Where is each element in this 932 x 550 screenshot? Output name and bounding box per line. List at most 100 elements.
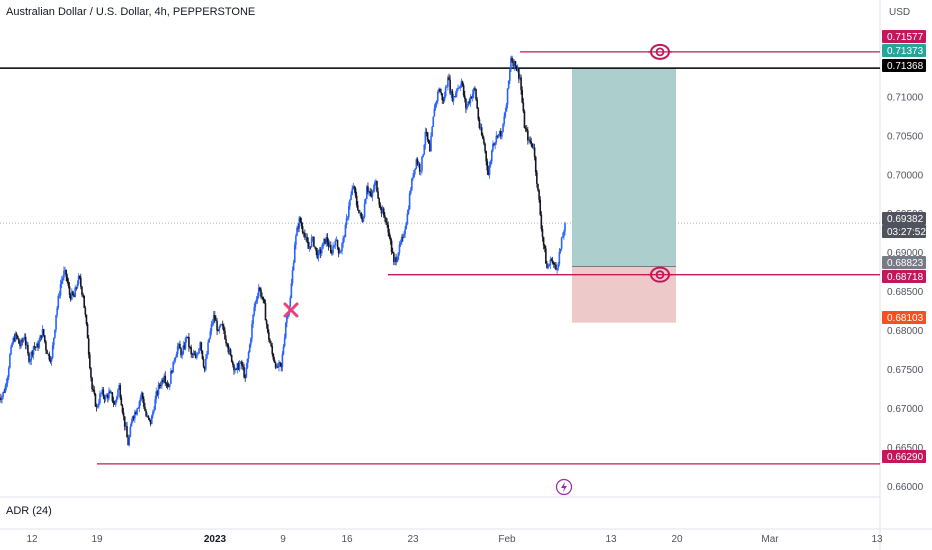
candle-down (45, 340, 47, 354)
candle-down (536, 170, 538, 188)
candle-body (407, 209, 410, 214)
candle-body (85, 314, 88, 324)
candle-body (34, 347, 37, 348)
lightning-icon[interactable] (555, 478, 573, 496)
candle-body (520, 77, 522, 91)
candle-up (99, 390, 101, 405)
cross-marker-icon[interactable] (283, 302, 299, 318)
candle-up (10, 344, 12, 356)
candle-up (363, 199, 366, 219)
price-tag[interactable]: 03:27:52 (882, 225, 926, 238)
candle-body (527, 130, 529, 141)
candle-down (550, 257, 553, 262)
candle-body (232, 361, 234, 365)
candle-down (380, 206, 383, 218)
candle-up (364, 198, 367, 205)
candle-body (418, 163, 421, 172)
candle-up (125, 422, 127, 431)
candle-up (39, 334, 42, 342)
candle-up (195, 352, 198, 360)
candle-up (278, 360, 280, 372)
candle-down (500, 128, 502, 140)
candle-body (250, 338, 252, 345)
candle-up (38, 337, 40, 349)
price-tag[interactable]: 0.68823 (882, 256, 926, 269)
candle-body (304, 233, 306, 238)
price-tag[interactable]: 0.68103 (882, 311, 926, 324)
horizontal-levels[interactable] (0, 51, 880, 465)
price-tag[interactable]: 0.71373 (882, 44, 926, 57)
candle-body (48, 353, 51, 360)
alert-icon[interactable] (648, 266, 672, 283)
candle-up (150, 414, 153, 425)
candle-body (515, 65, 518, 71)
candle-body (466, 105, 468, 109)
y-tick-label: 0.69000 (887, 248, 924, 259)
candle-down (463, 90, 466, 103)
candle-body (387, 224, 390, 233)
candle-up (60, 276, 63, 289)
candle-body (68, 286, 71, 295)
price-axis[interactable]: USD0.710000.705000.700000.695000.690000.… (882, 7, 926, 493)
candle-body (370, 193, 373, 197)
candle-body (522, 102, 525, 112)
y-tick-label: 0.67500 (887, 365, 924, 376)
candle-up (284, 321, 287, 340)
candle-body (20, 339, 22, 347)
candle-body (433, 108, 436, 117)
candle-body (372, 189, 375, 192)
candle-up (414, 168, 417, 175)
profit-zone[interactable] (572, 67, 676, 267)
candle-body (427, 139, 430, 144)
candle-body (443, 96, 446, 101)
candle-body (199, 342, 201, 349)
time-axis[interactable]: 12 19 2023 9 16 23 Feb 13 20 Mar 13 (26, 534, 883, 545)
candle-body (40, 335, 43, 338)
candle-down (515, 65, 518, 72)
candle-up (325, 233, 328, 247)
candle-up (52, 337, 55, 350)
candle-down (301, 222, 304, 235)
candle-body (211, 322, 214, 325)
candle-up (488, 161, 491, 179)
candle-up (564, 221, 566, 236)
markers[interactable] (283, 43, 672, 496)
candle-down (314, 246, 316, 250)
candle-body (259, 287, 261, 290)
candle-body (310, 237, 313, 247)
candle-body (38, 341, 40, 348)
alert-icon[interactable] (648, 43, 672, 60)
position-tool[interactable] (572, 67, 676, 323)
candle-down (243, 363, 245, 379)
candle-down (324, 238, 326, 245)
candle-down (279, 361, 281, 367)
candle-down (493, 142, 495, 147)
candle-body (472, 88, 475, 94)
candle-up (64, 266, 66, 275)
candle-up (328, 240, 331, 248)
price-tag[interactable]: 0.66290 (882, 450, 926, 463)
candle-up (100, 392, 102, 398)
candle-body (368, 191, 370, 193)
price-tag[interactable]: 0.71577 (882, 30, 926, 43)
candle-up (104, 394, 107, 402)
candle-body (1, 396, 3, 401)
price-tag[interactable]: 0.71368 (882, 59, 926, 72)
candle-body (166, 383, 169, 387)
candle-body (329, 244, 332, 253)
price-tag[interactable]: 0.69382 (882, 212, 926, 225)
candle-down (329, 241, 332, 254)
candle-body (192, 353, 195, 355)
candle-body (469, 96, 472, 104)
price-tag[interactable]: 0.68718 (882, 270, 926, 283)
candle-up (129, 423, 132, 438)
candle-up (505, 102, 508, 112)
candle-up (105, 393, 108, 398)
candle-down (487, 165, 490, 176)
loss-zone[interactable] (572, 266, 676, 323)
candle-up (30, 350, 33, 366)
candle-body (159, 385, 162, 386)
candle-body (442, 100, 445, 101)
candle-body (183, 345, 186, 349)
